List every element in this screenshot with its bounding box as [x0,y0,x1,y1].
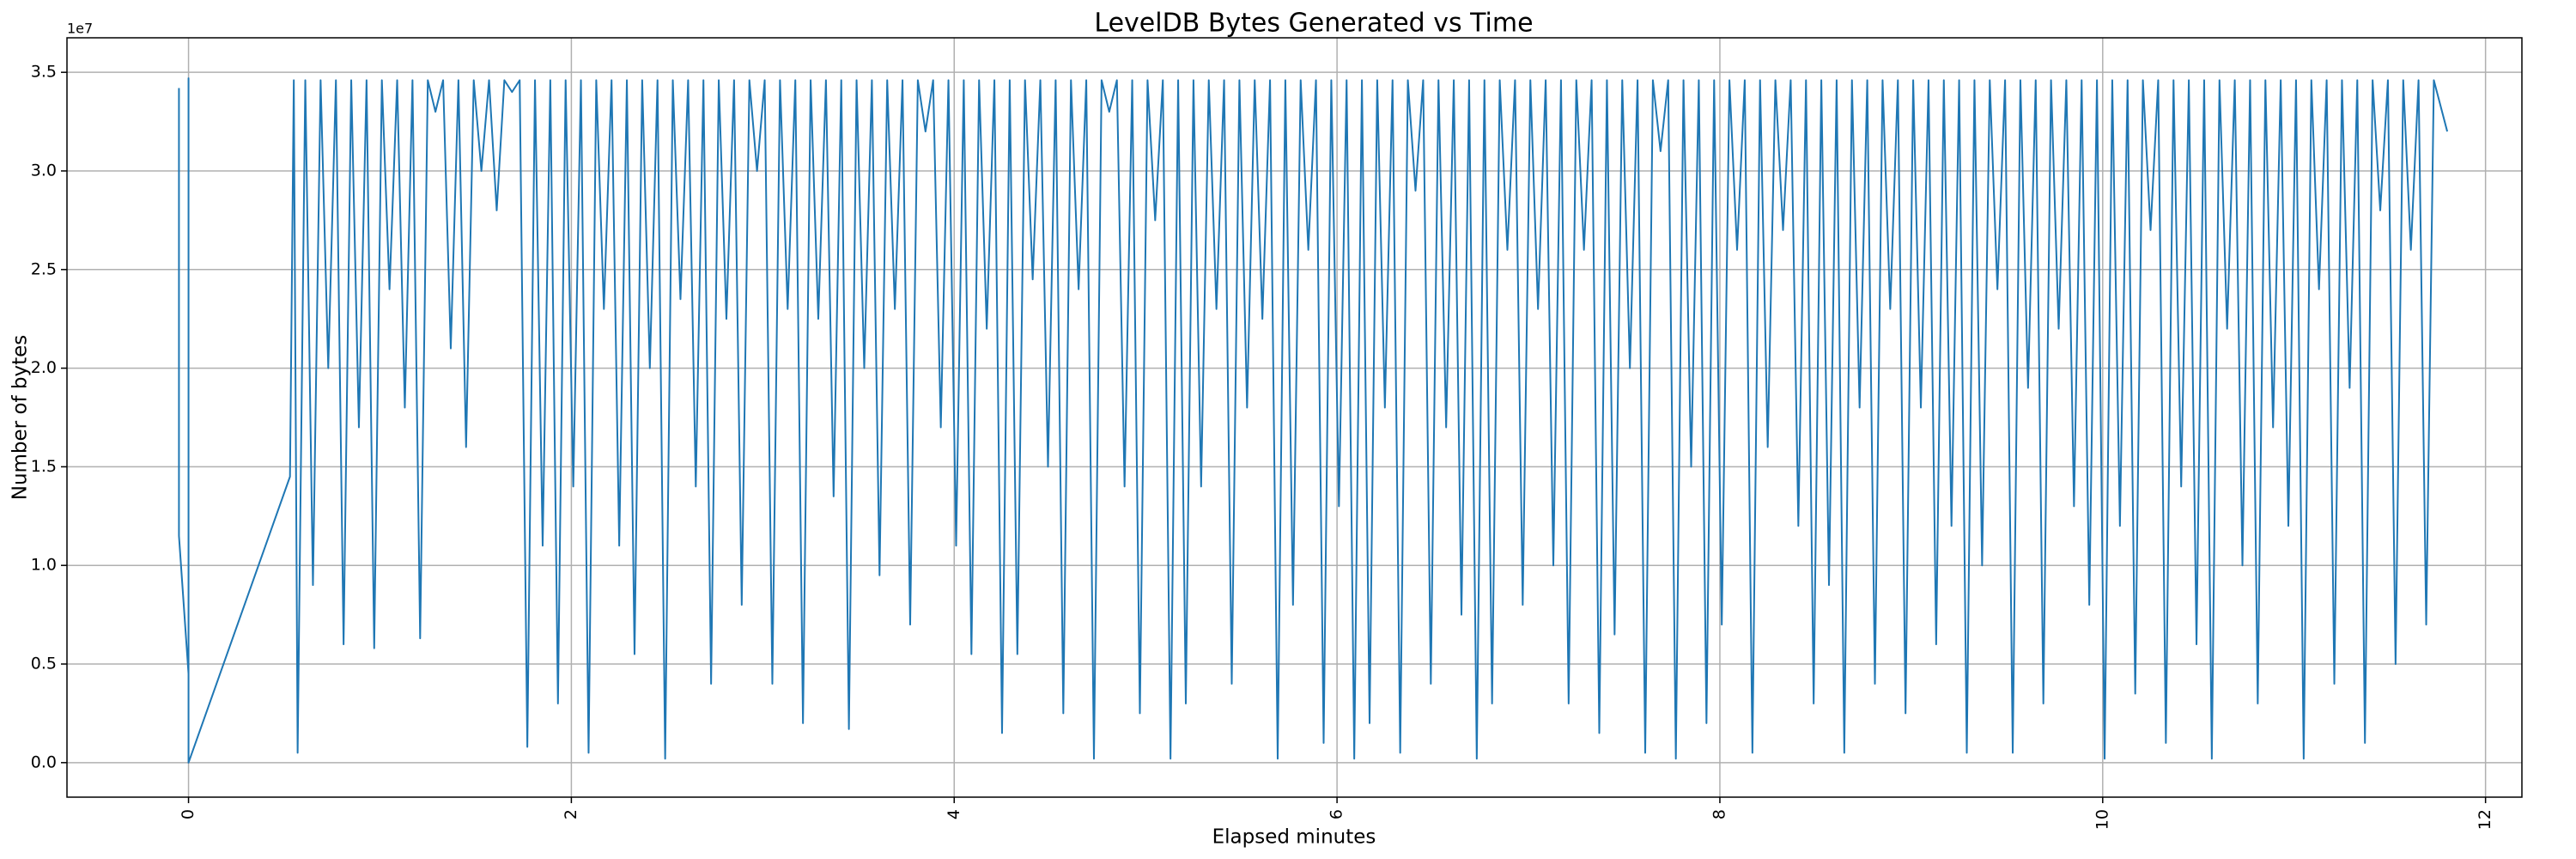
x-tick-label: 10 [2093,809,2111,830]
y-tick-label: 0.0 [31,752,57,771]
y-tick-label: 3.0 [31,161,57,180]
y-tick-label: 2.0 [31,358,57,377]
x-axis-label: Elapsed minutes [1212,826,1376,849]
y-axis-label: Number of bytes [9,335,32,501]
y-tick-label: 3.5 [31,63,57,82]
x-tick-label: 2 [562,809,580,819]
y-tick-label: 1.5 [31,457,57,476]
y-tick-label: 2.5 [31,259,57,278]
x-tick-label: 0 [179,809,197,819]
y-tick-label: 1.0 [31,556,57,575]
x-tick-label: 6 [1327,809,1346,819]
x-tick-label: 12 [2476,809,2494,830]
y-offset-label: 1e7 [67,21,93,37]
chart-title: LevelDB Bytes Generated vs Time [1094,9,1533,39]
plot-frame [66,37,2523,798]
data-line [178,77,2449,764]
x-tick-label: 8 [1710,809,1728,819]
y-tick-label: 0.5 [31,655,57,673]
x-tick-label: 4 [945,809,963,819]
